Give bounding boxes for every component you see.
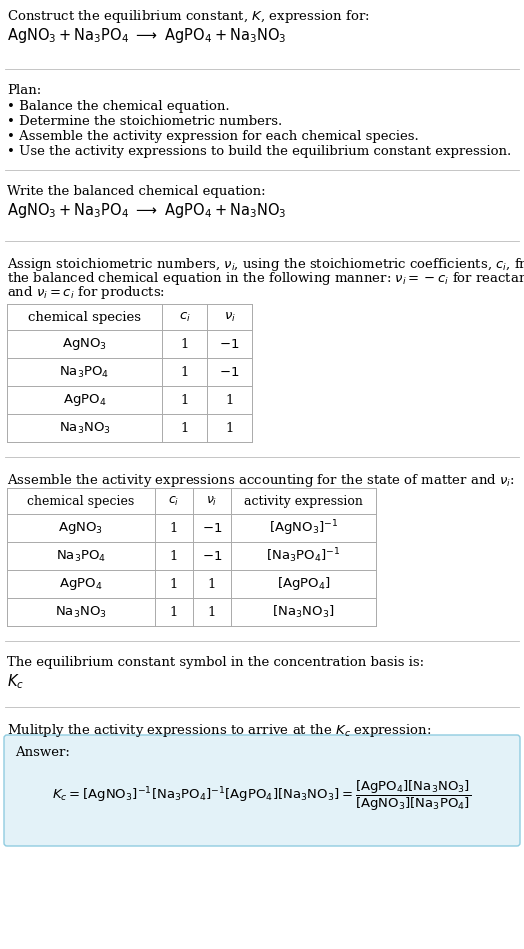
Text: $-1$: $-1$ [202, 522, 222, 534]
Text: $\mathrm{AgPO_4}$: $\mathrm{AgPO_4}$ [59, 576, 103, 592]
Text: 1: 1 [170, 549, 178, 563]
Text: • Assemble the activity expression for each chemical species.: • Assemble the activity expression for e… [7, 130, 419, 143]
Text: activity expression: activity expression [244, 494, 363, 508]
Text: $\mathrm{AgNO_3}$: $\mathrm{AgNO_3}$ [62, 336, 107, 352]
Text: 1: 1 [170, 522, 178, 534]
Text: $[\mathrm{AgPO_4}]$: $[\mathrm{AgPO_4}]$ [277, 575, 330, 592]
Text: $\mathrm{Na_3PO_4}$: $\mathrm{Na_3PO_4}$ [56, 549, 106, 564]
Text: $-1$: $-1$ [220, 365, 239, 379]
Text: $[\mathrm{AgNO_3}]^{-1}$: $[\mathrm{AgNO_3}]^{-1}$ [269, 518, 338, 538]
Text: $\mathrm{AgPO_4}$: $\mathrm{AgPO_4}$ [63, 392, 106, 408]
Text: $\nu_i$: $\nu_i$ [224, 310, 235, 324]
Text: $c_i$: $c_i$ [168, 494, 180, 508]
Text: $\nu_i$: $\nu_i$ [206, 494, 217, 508]
Text: 1: 1 [225, 394, 234, 406]
Text: $c_i$: $c_i$ [179, 310, 190, 324]
Text: $\mathrm{AgNO_3 + Na_3PO_4 \ \longrightarrow \ AgPO_4 + Na_3NO_3}$: $\mathrm{AgNO_3 + Na_3PO_4 \ \longrighta… [7, 26, 287, 45]
Text: the balanced chemical equation in the following manner: $\nu_i = -c_i$ for react: the balanced chemical equation in the fo… [7, 270, 524, 287]
Text: and $\nu_i = c_i$ for products:: and $\nu_i = c_i$ for products: [7, 284, 165, 301]
Text: $\mathrm{Na_3NO_3}$: $\mathrm{Na_3NO_3}$ [59, 420, 111, 436]
Text: 1: 1 [208, 605, 216, 619]
Text: Plan:: Plan: [7, 84, 41, 97]
Text: Assign stoichiometric numbers, $\nu_i$, using the stoichiometric coefficients, $: Assign stoichiometric numbers, $\nu_i$, … [7, 256, 524, 273]
Text: $\mathrm{Na_3PO_4}$: $\mathrm{Na_3PO_4}$ [59, 364, 110, 380]
Text: 1: 1 [180, 421, 189, 435]
FancyBboxPatch shape [4, 735, 520, 846]
Text: Assemble the activity expressions accounting for the state of matter and $\nu_i$: Assemble the activity expressions accoun… [7, 472, 515, 489]
Text: Construct the equilibrium constant, $K$, expression for:: Construct the equilibrium constant, $K$,… [7, 8, 369, 25]
Text: • Use the activity expressions to build the equilibrium constant expression.: • Use the activity expressions to build … [7, 145, 511, 158]
Text: • Balance the chemical equation.: • Balance the chemical equation. [7, 100, 230, 113]
Text: $K_c = [\mathrm{AgNO_3}]^{-1}[\mathrm{Na_3PO_4}]^{-1}[\mathrm{AgPO_4}][\mathrm{N: $K_c = [\mathrm{AgNO_3}]^{-1}[\mathrm{Na… [52, 779, 472, 813]
Text: $-1$: $-1$ [220, 338, 239, 350]
Text: $\mathrm{Na_3NO_3}$: $\mathrm{Na_3NO_3}$ [55, 605, 107, 620]
Text: chemical species: chemical species [28, 310, 141, 324]
Text: • Determine the stoichiometric numbers.: • Determine the stoichiometric numbers. [7, 115, 282, 128]
Text: 1: 1 [180, 338, 189, 350]
Text: 1: 1 [208, 578, 216, 590]
Text: $\mathrm{AgNO_3 + Na_3PO_4 \ \longrightarrow \ AgPO_4 + Na_3NO_3}$: $\mathrm{AgNO_3 + Na_3PO_4 \ \longrighta… [7, 201, 287, 220]
Text: $\mathrm{AgNO_3}$: $\mathrm{AgNO_3}$ [59, 520, 104, 536]
Text: 1: 1 [180, 365, 189, 379]
Text: 1: 1 [225, 421, 234, 435]
Text: 1: 1 [170, 578, 178, 590]
Text: Answer:: Answer: [15, 746, 70, 759]
Text: Mulitply the activity expressions to arrive at the $K_c$ expression:: Mulitply the activity expressions to arr… [7, 722, 431, 739]
Text: Write the balanced chemical equation:: Write the balanced chemical equation: [7, 185, 266, 198]
Text: 1: 1 [180, 394, 189, 406]
Text: $-1$: $-1$ [202, 549, 222, 563]
Text: 1: 1 [170, 605, 178, 619]
Text: chemical species: chemical species [27, 494, 135, 508]
Text: The equilibrium constant symbol in the concentration basis is:: The equilibrium constant symbol in the c… [7, 656, 424, 669]
Text: $K_c$: $K_c$ [7, 672, 24, 691]
Text: $[\mathrm{Na_3NO_3}]$: $[\mathrm{Na_3NO_3}]$ [272, 604, 335, 620]
Text: $[\mathrm{Na_3PO_4}]^{-1}$: $[\mathrm{Na_3PO_4}]^{-1}$ [266, 547, 341, 566]
